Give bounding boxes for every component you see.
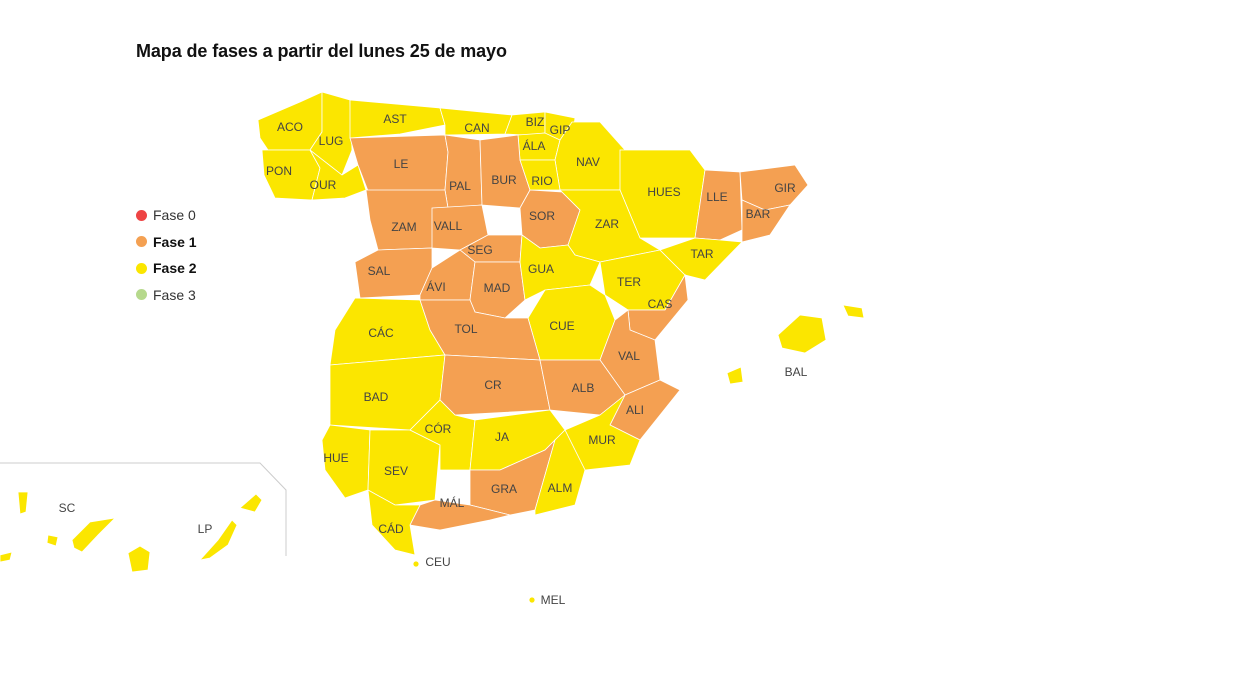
island-la-gomera xyxy=(46,534,59,547)
legend-item-fase-3: Fase 3 xyxy=(136,282,197,309)
province-label-bur: BUR xyxy=(491,173,517,187)
province-label-nav: NAV xyxy=(576,155,600,169)
province-label-lle: LLE xyxy=(706,190,727,204)
province-label-our: OUR xyxy=(310,178,337,192)
map-title: Mapa de fases a partir del lunes 25 de m… xyxy=(136,41,507,61)
province-label-zar: ZAR xyxy=(595,217,619,231)
legend-label-fase-2: Fase 2 xyxy=(153,260,197,277)
province-labels: ACO LUG AST CAN BIZ GIP ÁLA NAV PON OUR LE PAL BUR RI… xyxy=(59,112,808,607)
province-label-seg: SEG xyxy=(467,243,492,257)
province-label-sc: SC xyxy=(59,501,76,515)
province-label-lug: LUG xyxy=(319,134,344,148)
legend-item-fase-2: Fase 2 xyxy=(136,255,197,282)
island-ibiza xyxy=(726,366,744,385)
province-label-cór: CÓR xyxy=(425,421,452,436)
province-label-pon: PON xyxy=(266,164,292,178)
legend-label-fase-3: Fase 3 xyxy=(153,286,196,303)
province-label-can: CAN xyxy=(464,121,489,135)
province-label-ceu: CEU xyxy=(425,555,450,569)
province-label-ála: ÁLA xyxy=(523,138,546,153)
legend-dot-fase-3 xyxy=(136,289,147,301)
province-label-val: VAL xyxy=(618,349,640,363)
province-GUA[interactable] xyxy=(519,234,601,301)
province-label-ter: TER xyxy=(617,275,641,289)
province-label-alm: ALM xyxy=(548,481,573,495)
province-label-mad: MAD xyxy=(484,281,511,295)
province-TOL[interactable] xyxy=(419,299,541,361)
legend-item-fase-0: Fase 0 xyxy=(136,202,197,229)
province-BAL[interactable] xyxy=(777,314,827,354)
province-label-mel: MEL xyxy=(541,593,566,607)
island-fuerteventura xyxy=(198,519,238,561)
legend-dot-fase-0 xyxy=(136,209,147,221)
province-CEU[interactable] xyxy=(412,560,420,568)
province-LLE[interactable] xyxy=(694,169,743,241)
province-label-sal: SAL xyxy=(368,264,391,278)
province-label-gir: GIR xyxy=(774,181,796,195)
province-label-bad: BAD xyxy=(364,390,389,404)
province-CÁD[interactable] xyxy=(367,489,421,556)
island-el-hierro xyxy=(0,551,13,563)
province-label-ja: JA xyxy=(495,430,509,444)
province-SAL[interactable] xyxy=(354,247,433,299)
legend: Fase 0 Fase 1 Fase 2 Fase 3 xyxy=(136,202,197,308)
legend-item-fase-1: Fase 1 xyxy=(136,229,197,256)
island-gran-canaria xyxy=(127,545,151,573)
province-label-ast: AST xyxy=(383,112,407,126)
province-label-vall: VALL xyxy=(434,219,463,233)
province-label-cue: CUE xyxy=(549,319,574,333)
province-label-ávi: ÁVI xyxy=(426,279,445,294)
province-label-bal: BAL xyxy=(785,365,808,379)
province-label-bar: BAR xyxy=(746,207,771,221)
province-label-cád: CÁD xyxy=(378,521,404,536)
province-AST[interactable] xyxy=(349,99,446,139)
province-MEL[interactable] xyxy=(528,596,536,604)
province-label-hue: HUE xyxy=(323,451,348,465)
island-tenerife xyxy=(71,517,117,553)
province-ALM[interactable] xyxy=(534,429,586,516)
province-label-hues: HUES xyxy=(647,185,680,199)
province-TAR[interactable] xyxy=(659,237,743,281)
province-BAR[interactable] xyxy=(741,199,791,243)
province-label-tar: TAR xyxy=(690,247,713,261)
province-label-các: CÁC xyxy=(368,325,394,340)
map-regions xyxy=(0,91,865,604)
island-menorca xyxy=(842,304,865,319)
province-label-ali: ALI xyxy=(626,403,644,417)
province-PAL[interactable] xyxy=(444,134,483,209)
province-label-cr: CR xyxy=(484,378,502,392)
province-label-cas: CAS xyxy=(648,297,673,311)
province-label-pal: PAL xyxy=(449,179,471,193)
province-label-zam: ZAM xyxy=(391,220,416,234)
island-la-palma xyxy=(17,491,29,515)
province-label-rio: RIO xyxy=(531,174,552,188)
legend-dot-fase-1 xyxy=(136,236,147,248)
province-label-gua: GUA xyxy=(528,262,554,276)
province-label-biz: BIZ xyxy=(526,115,545,129)
province-CAN[interactable] xyxy=(439,107,513,136)
province-label-gra: GRA xyxy=(491,482,517,496)
province-label-lp: LP xyxy=(198,522,213,536)
canary-inset-frame xyxy=(0,462,287,556)
island-lanzarote xyxy=(239,493,263,513)
province-CR[interactable] xyxy=(439,354,551,416)
province-label-sev: SEV xyxy=(384,464,408,478)
province-label-gip: GIP xyxy=(550,123,571,137)
legend-label-fase-0: Fase 0 xyxy=(153,207,196,224)
province-label-tol: TOL xyxy=(454,322,477,336)
province-label-mur: MUR xyxy=(588,433,616,447)
province-label-mál: MÁL xyxy=(440,495,465,510)
province-label-alb: ALB xyxy=(572,381,595,395)
province-OUR[interactable] xyxy=(309,149,367,201)
province-label-sor: SOR xyxy=(529,209,555,223)
legend-dot-fase-2 xyxy=(136,262,147,274)
province-label-aco: ACO xyxy=(277,120,303,134)
legend-label-fase-1: Fase 1 xyxy=(153,233,197,250)
province-label-le: LE xyxy=(394,157,409,171)
